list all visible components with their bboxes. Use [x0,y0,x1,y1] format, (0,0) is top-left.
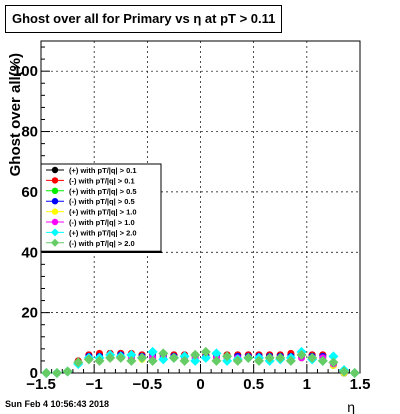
legend-marker [51,177,59,184]
data-point [105,352,116,363]
x-tick-label: 0.5 [243,376,264,393]
data-point [307,352,318,363]
data-point [264,352,275,363]
chart-title: Ghost over all for Primary vs η at pT > … [5,5,283,33]
legend-entry: (-) with pT/|q| > 2.0 [69,239,135,248]
data-point [317,355,328,366]
data-point [168,352,179,363]
data-point [73,357,84,368]
data-point [158,348,169,359]
x-axis-label: η [347,399,355,414]
data-point [253,355,264,366]
data-point [115,352,126,363]
legend-marker [51,187,59,194]
data-point [126,349,137,360]
legend-entry: (+) with pT/|q| > 0.5 [69,187,137,196]
y-tick-label: 100 [13,63,38,80]
legend-marker [51,218,59,226]
data-point [190,355,201,366]
legend-marker [51,228,59,237]
legend-marker [51,238,59,247]
legend-marker [51,166,59,174]
data-point [137,352,148,363]
data-point [158,354,169,365]
data-point [51,368,62,378]
data-point [41,368,52,378]
data-point [200,346,211,357]
y-tick-label: 20 [21,305,38,322]
data-point [296,349,307,360]
data-point [243,352,254,363]
timestamp: Sun Feb 4 10:56:43 2018 [5,399,110,409]
data-point [211,355,222,366]
data-point [83,354,94,365]
data-point [147,346,158,357]
data-point [349,368,360,378]
data-point [147,355,158,366]
data-point [339,366,350,377]
x-tick-label: 1.5 [350,376,371,393]
data-point [222,351,233,362]
legend-marker [51,198,59,205]
data-point [200,352,211,363]
x-tick-label: −1.5 [26,376,56,393]
legend-entry: (+) with pT/|q| > 2.0 [69,228,137,237]
y-axis-label: Ghost over all(%) [7,53,24,176]
legend-entry: (-) with pT/|q| > 0.1 [69,176,135,185]
data-point [232,355,243,366]
y-tick-label: 40 [21,244,38,261]
legend-entry: (+) with pT/|q| > 0.1 [69,166,137,175]
data-point [62,366,73,377]
data-point [328,351,339,362]
data-point [211,348,222,359]
series--with-pt-q-2-0 [41,346,360,378]
data-point [94,355,105,366]
x-tick-label: −1 [86,376,103,393]
x-tick-label: 1 [303,376,311,393]
data-point [328,357,339,368]
legend-marker [51,208,59,215]
legend-entry: (+) with pT/|q| > 1.0 [69,208,137,217]
legend-entry: (-) with pT/|q| > 1.0 [69,218,135,227]
x-tick-label: 0 [196,376,204,393]
data-point [285,355,296,366]
data-point [275,352,286,363]
legend-entry: (-) with pT/|q| > 0.5 [69,197,135,206]
y-tick-label: 60 [21,184,38,201]
y-tick-label: 80 [21,124,38,141]
x-tick-label: −0.5 [133,376,163,393]
y-tick-label: 0 [30,365,38,382]
data-point [179,355,190,366]
legend-box [40,163,162,252]
data-point [126,355,137,366]
data-point [190,349,201,360]
